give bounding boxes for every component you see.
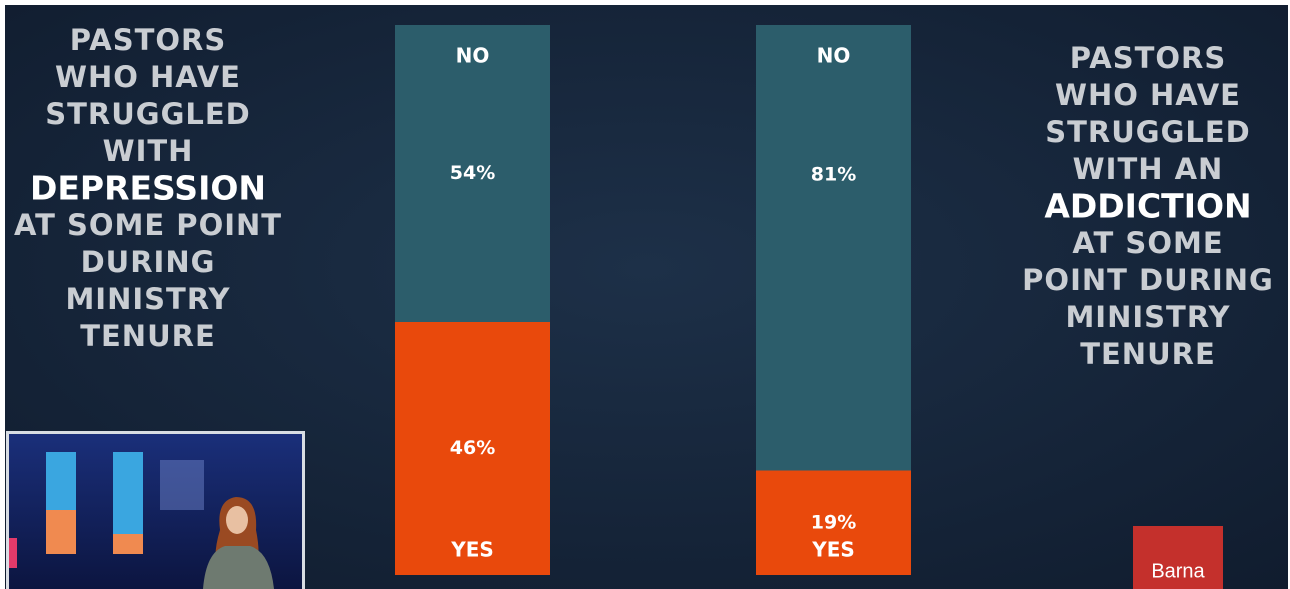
title-line: MINISTRY [1065,300,1230,334]
title-line: PASTORS [70,23,227,57]
bar-segment [395,25,550,322]
title-line: PASTORS [1070,41,1227,75]
series-name: NO [817,44,851,68]
title-line: MINISTRY [65,282,230,316]
inset-accent [9,538,17,568]
title-emphasis: ADDICTION [1044,187,1251,226]
logo: Barna [1133,526,1223,589]
presenter-face [226,506,248,534]
value-label: 19% [811,511,856,533]
title-line: POINT DURING [1022,263,1274,297]
inset-bar [46,510,76,554]
title-line: WHO HAVE [55,60,241,94]
title-line: STRUGGLED [45,97,251,131]
bar-segment [756,470,911,575]
inset-bar [113,452,143,534]
series-name: YES [450,538,494,562]
title-line: WITH [103,134,194,168]
logo-text: Barna [1151,560,1205,582]
title-line: WITH AN [1073,152,1224,186]
title-emphasis: DEPRESSION [30,169,266,208]
series-name: YES [811,538,855,562]
value-label: 81% [811,164,856,186]
presenter-body [203,546,274,589]
title-line: TENURE [1080,337,1216,371]
logo-box [1133,526,1223,589]
inset-bar [46,452,76,510]
bar-segment [395,322,550,575]
inset-bar [113,534,143,554]
title-line: WHO HAVE [1055,78,1241,112]
inset-text [160,460,204,510]
title-line: AT SOME [1072,226,1223,260]
title-line: DURING [81,245,216,279]
bar-segment [756,25,911,471]
title-line: TENURE [80,319,216,353]
value-label: 46% [450,437,495,459]
title-line: STRUGGLED [1045,115,1251,149]
video-inset [6,431,305,589]
series-name: NO [456,44,490,68]
title-line: AT SOME POINT [14,208,282,242]
value-label: 54% [450,162,495,184]
